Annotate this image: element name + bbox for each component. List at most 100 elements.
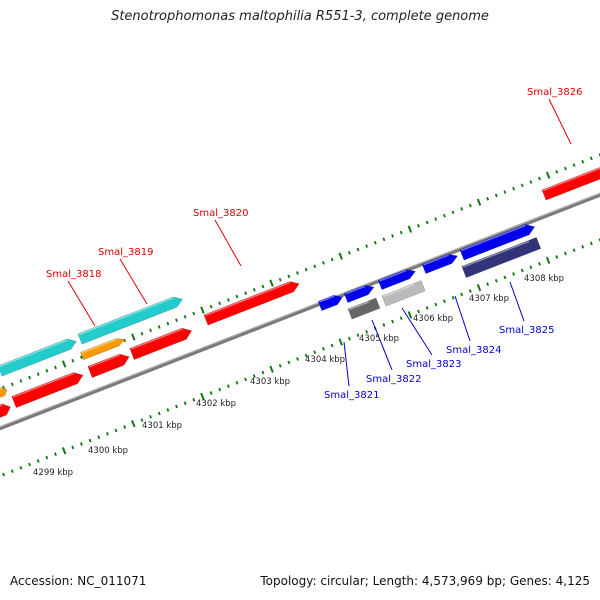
gene-label-upper: Smal_3820 (193, 208, 248, 219)
tick-mark (538, 176, 541, 181)
tick-mark (71, 445, 75, 450)
tick-mark (209, 304, 213, 309)
tick-mark (200, 392, 205, 401)
tick-mark (338, 252, 343, 260)
scale-labels: 4299 kbp 4300 kbp 4301 kbp 4302 kbp 4303 kbp… (33, 274, 564, 478)
tick-mark (296, 271, 299, 275)
tick-mark (468, 203, 472, 208)
tick-mark (97, 435, 101, 440)
feature-highlight (0, 387, 3, 393)
accession-text: Accession: NC_011071 (10, 574, 147, 588)
tick-mark (347, 250, 351, 255)
feature-orange-group (80, 338, 126, 361)
tick-mark (545, 256, 551, 265)
tick-mark (304, 353, 308, 358)
tick-mark (322, 346, 325, 351)
tick-mark (80, 442, 83, 446)
tick-mark (175, 318, 178, 323)
feature-highlight (79, 297, 174, 336)
tick-mark (131, 333, 136, 341)
tick-mark (382, 237, 386, 242)
feature-orange-group (0, 386, 8, 400)
feature-highlight (319, 295, 335, 303)
feature-highlight (349, 301, 370, 311)
tick-mark (503, 190, 507, 194)
feature-highlight (0, 339, 68, 368)
tick-mark (192, 311, 196, 316)
tick-mark (417, 309, 420, 314)
tick-mark (2, 472, 6, 477)
tick-mark (252, 288, 256, 292)
feature-highlight (383, 283, 415, 298)
tick-mark (313, 350, 317, 355)
gene-label-lower: Smal_3821 (324, 390, 379, 401)
feature-highlight (462, 240, 530, 268)
tick-mark (149, 414, 152, 419)
tick-mark (157, 411, 161, 416)
gene-label-lower: Smal_3825 (499, 325, 554, 336)
genome-backbone (0, 192, 600, 431)
tick-mark (192, 397, 196, 402)
tick-mark (278, 363, 282, 368)
tick-mark (545, 171, 551, 179)
feature-highlight (461, 224, 526, 252)
feature-gray (347, 297, 381, 320)
feature-blue (343, 285, 375, 304)
gene-label-upper: Smal_3819 (98, 247, 153, 258)
feature-orange (0, 386, 8, 400)
tick-mark (28, 375, 31, 380)
tick-mark (399, 316, 403, 321)
tick-mark (391, 234, 394, 238)
tick-mark (581, 159, 585, 164)
tick-mark (589, 241, 593, 246)
tick-mark (391, 319, 394, 324)
scale-label: 4299 kbp (33, 468, 73, 478)
feature-red (0, 403, 11, 421)
tick-mark (269, 279, 274, 287)
feature-red (11, 372, 84, 408)
feature-red (203, 281, 300, 326)
tick-mark (235, 294, 239, 299)
feature-highlight (81, 338, 117, 354)
feature-cyan-group (0, 338, 77, 377)
genome-backbone-highlight (0, 192, 600, 428)
tick-mark (45, 368, 49, 373)
tick-mark (10, 382, 14, 387)
callout-line (67, 280, 96, 327)
callout-line (214, 219, 242, 267)
feature-cyan (77, 296, 184, 345)
tick-mark (140, 418, 144, 423)
gene-label-lower: Smal_3824 (446, 345, 501, 356)
feature-track (0, 167, 600, 421)
feature-orange (80, 338, 126, 361)
tick-mark (460, 207, 464, 211)
tick-mark (468, 289, 472, 293)
scale-label: 4303 kbp (250, 377, 290, 387)
tick-mark (88, 438, 92, 443)
tick-mark (460, 292, 464, 297)
tick-mark (356, 247, 360, 252)
feature-highlight (88, 354, 121, 368)
feature-gray-group (347, 297, 381, 320)
tick-mark (244, 377, 248, 382)
tick-mark (365, 329, 369, 334)
tick-mark (451, 210, 455, 215)
tick-mark (520, 183, 524, 188)
tick-mark (451, 295, 455, 300)
tick-mark (564, 251, 567, 256)
feature-blue-group (343, 285, 375, 304)
scale-label: 4300 kbp (88, 446, 128, 456)
tick-mark (114, 428, 118, 433)
feature-highlight (543, 167, 600, 192)
tick-mark (494, 278, 498, 283)
tick-mark (313, 264, 317, 269)
tick-mark (520, 268, 524, 273)
tick-mark (365, 244, 369, 248)
feature-blue (377, 269, 416, 291)
map-title: Stenotrophomonas maltophilia R551-3, com… (111, 9, 489, 24)
feature-red-group (87, 353, 130, 378)
tick-mark (123, 425, 127, 429)
tick-mark (304, 267, 308, 272)
